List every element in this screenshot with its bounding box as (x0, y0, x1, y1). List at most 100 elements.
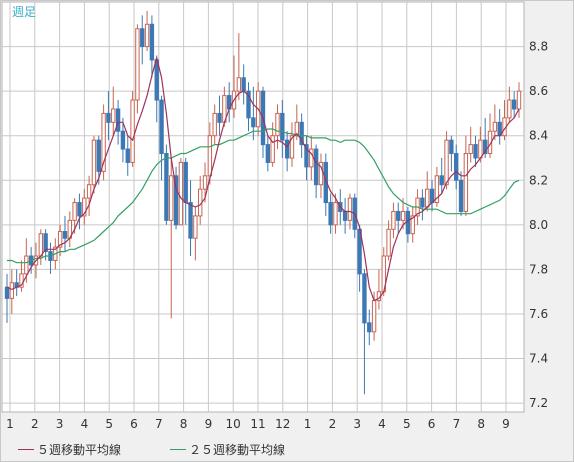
candle-body-up (425, 188, 430, 208)
x-tick-label: 9 (502, 417, 510, 431)
candle-body-down (106, 112, 111, 123)
candle-body-down (251, 117, 256, 128)
legend-ma25-swatch (170, 449, 186, 450)
candle-body-down (342, 210, 348, 221)
candle-body-up (492, 121, 498, 132)
x-tick-label: 7 (155, 417, 163, 431)
candle-body-up (289, 135, 295, 159)
candle-body-down (43, 233, 48, 253)
candle-body-down (140, 28, 145, 48)
candle-body-down (313, 148, 319, 186)
x-tick-label: 5 (105, 417, 113, 431)
x-tick-label: 4 (378, 417, 386, 431)
x-tick-label: 3 (56, 417, 64, 431)
candle-body-down (265, 144, 271, 163)
x-tick-label: 6 (130, 417, 138, 431)
candle-body-down (77, 202, 82, 217)
candle-body-up (212, 112, 217, 137)
candle-body-down (115, 108, 121, 132)
x-tick-label: 3 (353, 417, 361, 431)
candle-body-up (38, 233, 44, 257)
candle-body-up (236, 77, 242, 92)
candle-body-up (19, 273, 24, 288)
x-tick-label: 8 (477, 417, 485, 431)
candle-body-down (482, 139, 488, 155)
period-label: 週足 (12, 5, 37, 19)
candle-body-up (318, 161, 324, 186)
candle-body-down (188, 202, 193, 239)
candle-body-down (323, 161, 328, 204)
candle-body-up (193, 215, 198, 239)
candle-body-up (333, 202, 338, 226)
candle-body-down (280, 112, 285, 141)
candle-body-up (400, 210, 406, 221)
candle-body-up (444, 139, 449, 186)
candle-body-down (458, 179, 464, 212)
candle-body-down (396, 210, 401, 221)
candle-body-up (82, 197, 87, 217)
ma5-line (6, 57, 520, 302)
candle-body-up (468, 144, 473, 155)
candle-body-down (164, 153, 169, 221)
y-tick-label: 8.2 (529, 173, 548, 187)
candle-body-up (347, 197, 353, 221)
candle-body-down (511, 99, 517, 110)
candle-body-up (178, 161, 184, 226)
candle-body-up (275, 112, 280, 137)
candle-body-down (159, 99, 164, 155)
candle-body-up (169, 175, 174, 221)
candle-body-down (154, 59, 159, 101)
legend-ma25-label: ２５週移動平均線 (189, 443, 286, 457)
legend-ma5: ５週移動平均線 (18, 441, 121, 458)
candle-body-up (101, 112, 106, 172)
x-tick-label: 5 (403, 417, 411, 431)
candle-body-down (449, 139, 454, 155)
x-tick-label: 12 (275, 417, 290, 431)
candle-body-down (328, 202, 333, 226)
candle-body-up (86, 184, 92, 199)
candle-body-up (309, 148, 314, 168)
candle-body-down (246, 90, 251, 119)
candle-body-down (405, 210, 411, 235)
candle-body-up (386, 228, 391, 257)
candle-body-up (72, 202, 77, 221)
x-tick-label: 6 (428, 417, 436, 431)
candle-body-up (463, 153, 469, 212)
y-tick-label: 7.4 (529, 352, 548, 366)
candle-body-up (130, 99, 135, 163)
ma25-line (7, 128, 520, 264)
candle-body-up (410, 215, 415, 235)
candle-body-down (420, 197, 425, 208)
candle-body-down (473, 144, 478, 159)
candle-body-down (120, 130, 126, 150)
candle-body-down (149, 23, 155, 61)
x-tick-label: 1 (304, 417, 312, 431)
x-tick-label: 7 (453, 417, 461, 431)
y-tick-label: 7.2 (529, 396, 548, 410)
candle-body-up (507, 99, 512, 119)
y-tick-label: 7.8 (529, 262, 548, 276)
legend-ma25: ２５週移動平均線 (170, 441, 285, 458)
y-tick-label: 8.0 (529, 218, 548, 232)
candle-body-down (4, 286, 10, 299)
candle-body-down (96, 139, 101, 172)
legend-ma5-swatch (18, 449, 34, 450)
y-tick-label: 8.8 (529, 40, 548, 54)
x-tick-label: 8 (180, 417, 188, 431)
x-tick-label: 2 (329, 417, 337, 431)
candle-body-up (24, 255, 29, 275)
x-tick-label: 4 (81, 417, 89, 431)
y-tick-label: 7.6 (529, 307, 548, 321)
candle-body-up (9, 282, 15, 299)
candle-body-up (111, 108, 116, 123)
candle-body-down (362, 273, 367, 324)
candle-body-up (516, 90, 522, 110)
candle-body-down (454, 153, 459, 181)
candle-body-down (183, 161, 188, 204)
candle-body-down (304, 144, 309, 168)
candle-body-down (125, 148, 130, 163)
x-tick-label: 10 (226, 417, 241, 431)
candle-body-down (173, 175, 179, 226)
candle-body-up (391, 210, 396, 230)
candle-body-up (434, 175, 440, 204)
